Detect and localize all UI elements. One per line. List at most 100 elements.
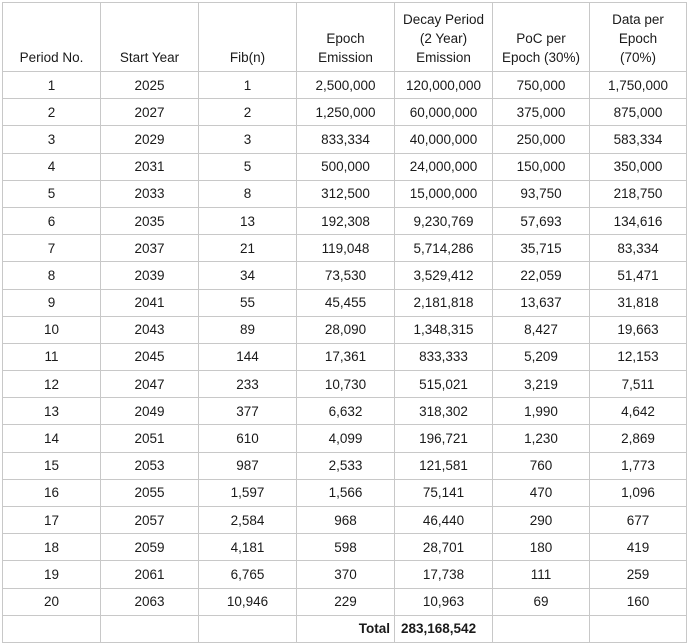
total-value: 283,168,542 [394, 614, 493, 643]
table-row: 19 2061 6,765 370 17,738 111 259 [2, 560, 687, 589]
cell-poc-per-epoch: 150,000 [492, 152, 590, 181]
table-row: 10 2043 89 28,090 1,348,315 8,427 19,663 [2, 315, 687, 344]
cell-poc-per-epoch: 1,990 [492, 397, 590, 426]
cell-epoch-emission: 17,361 [296, 342, 395, 372]
table-row: 13 2049 377 6,632 318,302 1,990 4,642 [2, 397, 687, 426]
cell-epoch-emission: 45,455 [296, 288, 395, 317]
cell-period-no: 11 [2, 342, 101, 372]
cell-data-per-epoch: 218,750 [589, 179, 687, 208]
cell-start-year: 2029 [100, 125, 199, 154]
cell-poc-per-epoch: 8,427 [492, 315, 590, 344]
cell-poc-per-epoch: 1,230 [492, 424, 590, 453]
cell-period-no: 15 [2, 451, 101, 480]
cell-decay-period-emission: 196,721 [394, 424, 493, 453]
cell-epoch-emission: 73,530 [296, 261, 395, 290]
cell-epoch-emission: 2,533 [296, 451, 395, 480]
cell-fib: 377 [198, 397, 297, 426]
cell-data-per-epoch: 677 [589, 505, 687, 535]
cell-decay-period-emission: 9,230,769 [394, 206, 493, 236]
table-row: 1 2025 1 2,500,000 120,000,000 750,000 1,750,0… [2, 70, 687, 100]
cell-period-no: 1 [2, 70, 101, 100]
cell-start-year: 2031 [100, 152, 199, 181]
cell-poc-per-epoch: 250,000 [492, 125, 590, 154]
header-row: Period No. Start Year Fib(n) Epoch Emiss… [2, 2, 687, 72]
cell-period-no: 4 [2, 152, 101, 181]
cell-fib: 6,765 [198, 560, 297, 589]
cell-epoch-emission: 312,500 [296, 179, 395, 208]
cell-data-per-epoch: 875,000 [589, 98, 687, 127]
cell-fib: 610 [198, 424, 297, 453]
cell-data-per-epoch: 160 [589, 587, 687, 616]
cell-fib: 5 [198, 152, 297, 181]
cell-epoch-emission: 370 [296, 560, 395, 589]
cell-period-no: 9 [2, 288, 101, 317]
cell-data-per-epoch: 83,334 [589, 234, 687, 263]
cell-fib: 34 [198, 261, 297, 290]
cell-period-no: 5 [2, 179, 101, 208]
cell-start-year: 2049 [100, 397, 199, 426]
cell-poc-per-epoch: 760 [492, 451, 590, 480]
cell-decay-period-emission: 515,021 [394, 370, 493, 399]
cell-start-year: 2047 [100, 370, 199, 399]
cell-period-no: 3 [2, 125, 101, 154]
empty-cell [100, 614, 199, 643]
cell-data-per-epoch: 259 [589, 560, 687, 589]
cell-data-per-epoch: 1,773 [589, 451, 687, 480]
table-row: 7 2037 21 119,048 5,714,286 35,715 83,334 [2, 234, 687, 263]
table-row: 20 2063 10,946 229 10,963 69 160 [2, 587, 687, 616]
empty-cell [2, 614, 101, 643]
cell-fib: 13 [198, 206, 297, 236]
cell-data-per-epoch: 583,334 [589, 125, 687, 154]
cell-decay-period-emission: 46,440 [394, 505, 493, 535]
table-row: 9 2041 55 45,455 2,181,818 13,637 31,818 [2, 288, 687, 317]
table-row: 11 2045 144 17,361 833,333 5,209 12,153 [2, 342, 687, 372]
cell-start-year: 2039 [100, 261, 199, 290]
cell-fib: 233 [198, 370, 297, 399]
cell-epoch-emission: 229 [296, 587, 395, 616]
cell-data-per-epoch: 419 [589, 533, 687, 562]
cell-poc-per-epoch: 470 [492, 478, 590, 508]
cell-decay-period-emission: 15,000,000 [394, 179, 493, 208]
cell-data-per-epoch: 4,642 [589, 397, 687, 426]
table-row: 16 2055 1,597 1,566 75,141 470 1,096 [2, 478, 687, 508]
table-row: 17 2057 2,584 968 46,440 290 677 [2, 505, 687, 535]
cell-fib: 987 [198, 451, 297, 480]
cell-start-year: 2055 [100, 478, 199, 508]
header-period-no: Period No. [2, 2, 101, 72]
cell-decay-period-emission: 1,348,315 [394, 315, 493, 344]
total-row: Total 283,168,542 [2, 614, 687, 643]
cell-decay-period-emission: 17,738 [394, 560, 493, 589]
cell-data-per-epoch: 1,096 [589, 478, 687, 508]
cell-decay-period-emission: 3,529,412 [394, 261, 493, 290]
cell-poc-per-epoch: 57,693 [492, 206, 590, 236]
cell-fib: 55 [198, 288, 297, 317]
cell-period-no: 20 [2, 587, 101, 616]
header-poc-per-epoch: PoC per Epoch (30%) [492, 2, 590, 72]
cell-start-year: 2033 [100, 179, 199, 208]
table-row: 15 2053 987 2,533 121,581 760 1,773 [2, 451, 687, 480]
cell-start-year: 2051 [100, 424, 199, 453]
cell-data-per-epoch: 2,869 [589, 424, 687, 453]
cell-data-per-epoch: 1,750,000 [589, 70, 687, 100]
cell-data-per-epoch: 350,000 [589, 152, 687, 181]
table-row: 18 2059 4,181 598 28,701 180 419 [2, 533, 687, 562]
cell-data-per-epoch: 7,511 [589, 370, 687, 399]
cell-epoch-emission: 598 [296, 533, 395, 562]
cell-start-year: 2063 [100, 587, 199, 616]
cell-period-no: 17 [2, 505, 101, 535]
cell-data-per-epoch: 19,663 [589, 315, 687, 344]
cell-epoch-emission: 119,048 [296, 234, 395, 263]
cell-start-year: 2043 [100, 315, 199, 344]
cell-fib: 3 [198, 125, 297, 154]
cell-start-year: 2045 [100, 342, 199, 372]
cell-period-no: 18 [2, 533, 101, 562]
cell-decay-period-emission: 24,000,000 [394, 152, 493, 181]
cell-epoch-emission: 6,632 [296, 397, 395, 426]
cell-epoch-emission: 2,500,000 [296, 70, 395, 100]
cell-decay-period-emission: 60,000,000 [394, 98, 493, 127]
table-row: 4 2031 5 500,000 24,000,000 150,000 350,000 [2, 152, 687, 181]
cell-start-year: 2035 [100, 206, 199, 236]
cell-fib: 1 [198, 70, 297, 100]
cell-data-per-epoch: 134,616 [589, 206, 687, 236]
